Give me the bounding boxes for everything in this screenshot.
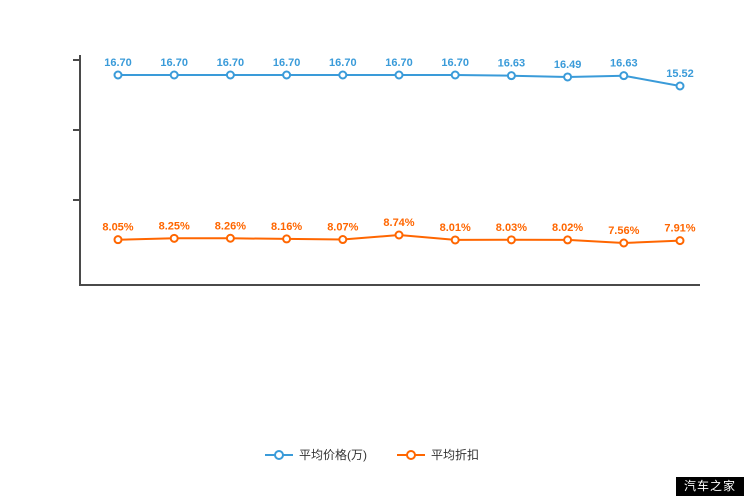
data-label: 8.26% — [215, 220, 246, 232]
data-label: 8.03% — [496, 222, 527, 234]
data-label: 15.52 — [666, 68, 694, 80]
legend-item-average-price[interactable]: 平均价格(万) — [264, 446, 367, 463]
data-point[interactable] — [169, 70, 179, 80]
data-point[interactable] — [282, 70, 292, 80]
average-discount-line-marker-icon — [396, 449, 425, 460]
data-point[interactable] — [450, 70, 460, 80]
data-point[interactable] — [282, 234, 292, 244]
data-label: 16.70 — [104, 57, 132, 69]
legend-item-average-discount[interactable]: 平均折扣 — [396, 446, 479, 463]
data-label: 16.63 — [610, 58, 638, 70]
data-point[interactable] — [113, 70, 123, 80]
watermark-autohome: 汽车之家 — [675, 477, 744, 496]
data-point[interactable] — [338, 70, 348, 80]
data-label: 8.02% — [552, 222, 583, 234]
data-point[interactable] — [506, 71, 516, 81]
data-point[interactable] — [450, 235, 460, 245]
data-point[interactable] — [675, 81, 685, 91]
data-label: 16.70 — [273, 57, 301, 69]
data-point[interactable] — [225, 233, 235, 243]
data-point[interactable] — [563, 235, 573, 245]
data-point[interactable] — [506, 235, 516, 245]
y-axis-ticks — [73, 59, 80, 201]
data-point[interactable] — [169, 233, 179, 243]
data-point[interactable] — [225, 70, 235, 80]
data-label: 16.70 — [217, 57, 245, 69]
series-layer: 16.70 16.70 16.70 16.70 16.70 16.70 16.70 16.63… — [102, 57, 696, 248]
data-label: 8.07% — [327, 222, 358, 234]
data-point[interactable] — [394, 230, 404, 240]
data-label: 8.74% — [383, 217, 414, 229]
data-label: 16.70 — [329, 57, 357, 69]
data-label: 8.25% — [159, 220, 190, 232]
data-label: 7.91% — [664, 223, 695, 235]
data-label: 16.70 — [385, 57, 413, 69]
data-point[interactable] — [113, 235, 123, 245]
data-label: 16.63 — [498, 58, 526, 70]
data-label: 16.70 — [441, 57, 469, 69]
data-point[interactable] — [394, 70, 404, 80]
data-point[interactable] — [675, 236, 685, 246]
data-point[interactable] — [338, 235, 348, 245]
data-label: 8.16% — [271, 221, 302, 233]
data-point[interactable] — [563, 72, 573, 82]
data-label: 16.49 — [554, 59, 582, 71]
data-label: 16.70 — [160, 57, 188, 69]
data-label: 8.05% — [102, 222, 133, 234]
legend-label-average-price: 平均价格(万) — [298, 448, 367, 462]
average-price-line-marker-icon — [264, 449, 293, 460]
data-point[interactable] — [619, 238, 629, 248]
data-label: 7.56% — [608, 225, 639, 237]
legend-label-average-discount: 平均折扣 — [430, 448, 479, 462]
chart-legend: 平均价格(万) 平均折扣 — [0, 446, 744, 463]
data-label: 8.01% — [440, 222, 471, 234]
data-point[interactable] — [619, 71, 629, 81]
